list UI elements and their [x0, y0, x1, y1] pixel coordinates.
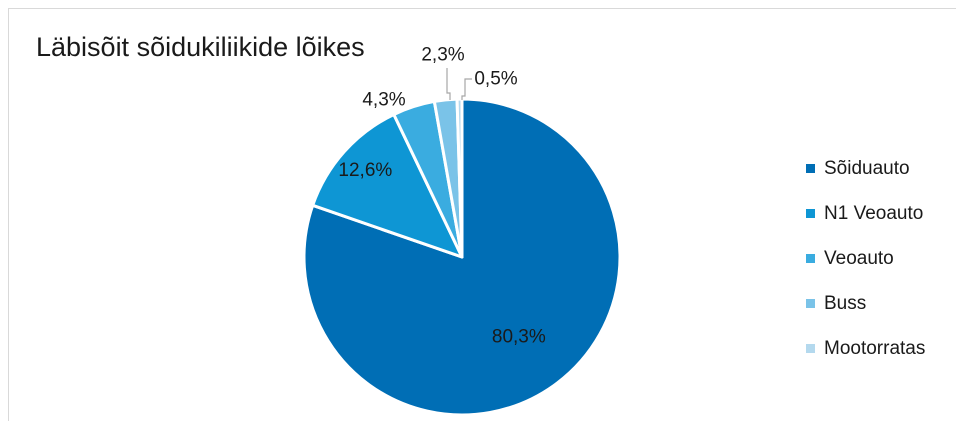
- leader-lines: [446, 68, 472, 100]
- pie-slices: [302, 97, 622, 417]
- legend-swatch: [806, 209, 815, 218]
- leader-line-4: [446, 68, 451, 100]
- data-label-4: 2,3%: [421, 45, 464, 66]
- legend: Sõiduauto N1 Veoauto Veoauto Buss Mootorrata…: [806, 146, 925, 371]
- legend-item: Sõiduauto: [806, 146, 925, 191]
- legend-swatch: [806, 164, 815, 173]
- leader-line-5: [461, 78, 472, 100]
- legend-item: Veoauto: [806, 236, 925, 281]
- legend-label: Veoauto: [824, 247, 894, 269]
- legend-item: Buss: [806, 281, 925, 326]
- legend-swatch: [806, 254, 815, 263]
- legend-label: N1 Veoauto: [824, 202, 924, 224]
- data-label-2: 12,6%: [338, 160, 392, 181]
- data-labels: 80,3% 12,6% 4,3% 2,3% 0,5%: [338, 45, 545, 348]
- pie-slice-2: [311, 112, 464, 259]
- data-label-3: 4,3%: [362, 90, 405, 111]
- chart-title: Läbisõit sõidukiliikide lõikes: [36, 32, 365, 62]
- legend-swatch: [806, 299, 815, 308]
- legend-item: Mootorratas: [806, 326, 925, 371]
- legend-item: N1 Veoauto: [806, 191, 925, 236]
- legend-label: Mootorratas: [824, 337, 926, 359]
- legend-label: Buss: [824, 292, 867, 314]
- data-label-5: 0,5%: [474, 69, 517, 90]
- data-label-1: 80,3%: [492, 326, 546, 347]
- legend-label: Sõiduauto: [824, 157, 910, 179]
- legend-swatch: [806, 344, 815, 353]
- chart-area: [8, 8, 956, 421]
